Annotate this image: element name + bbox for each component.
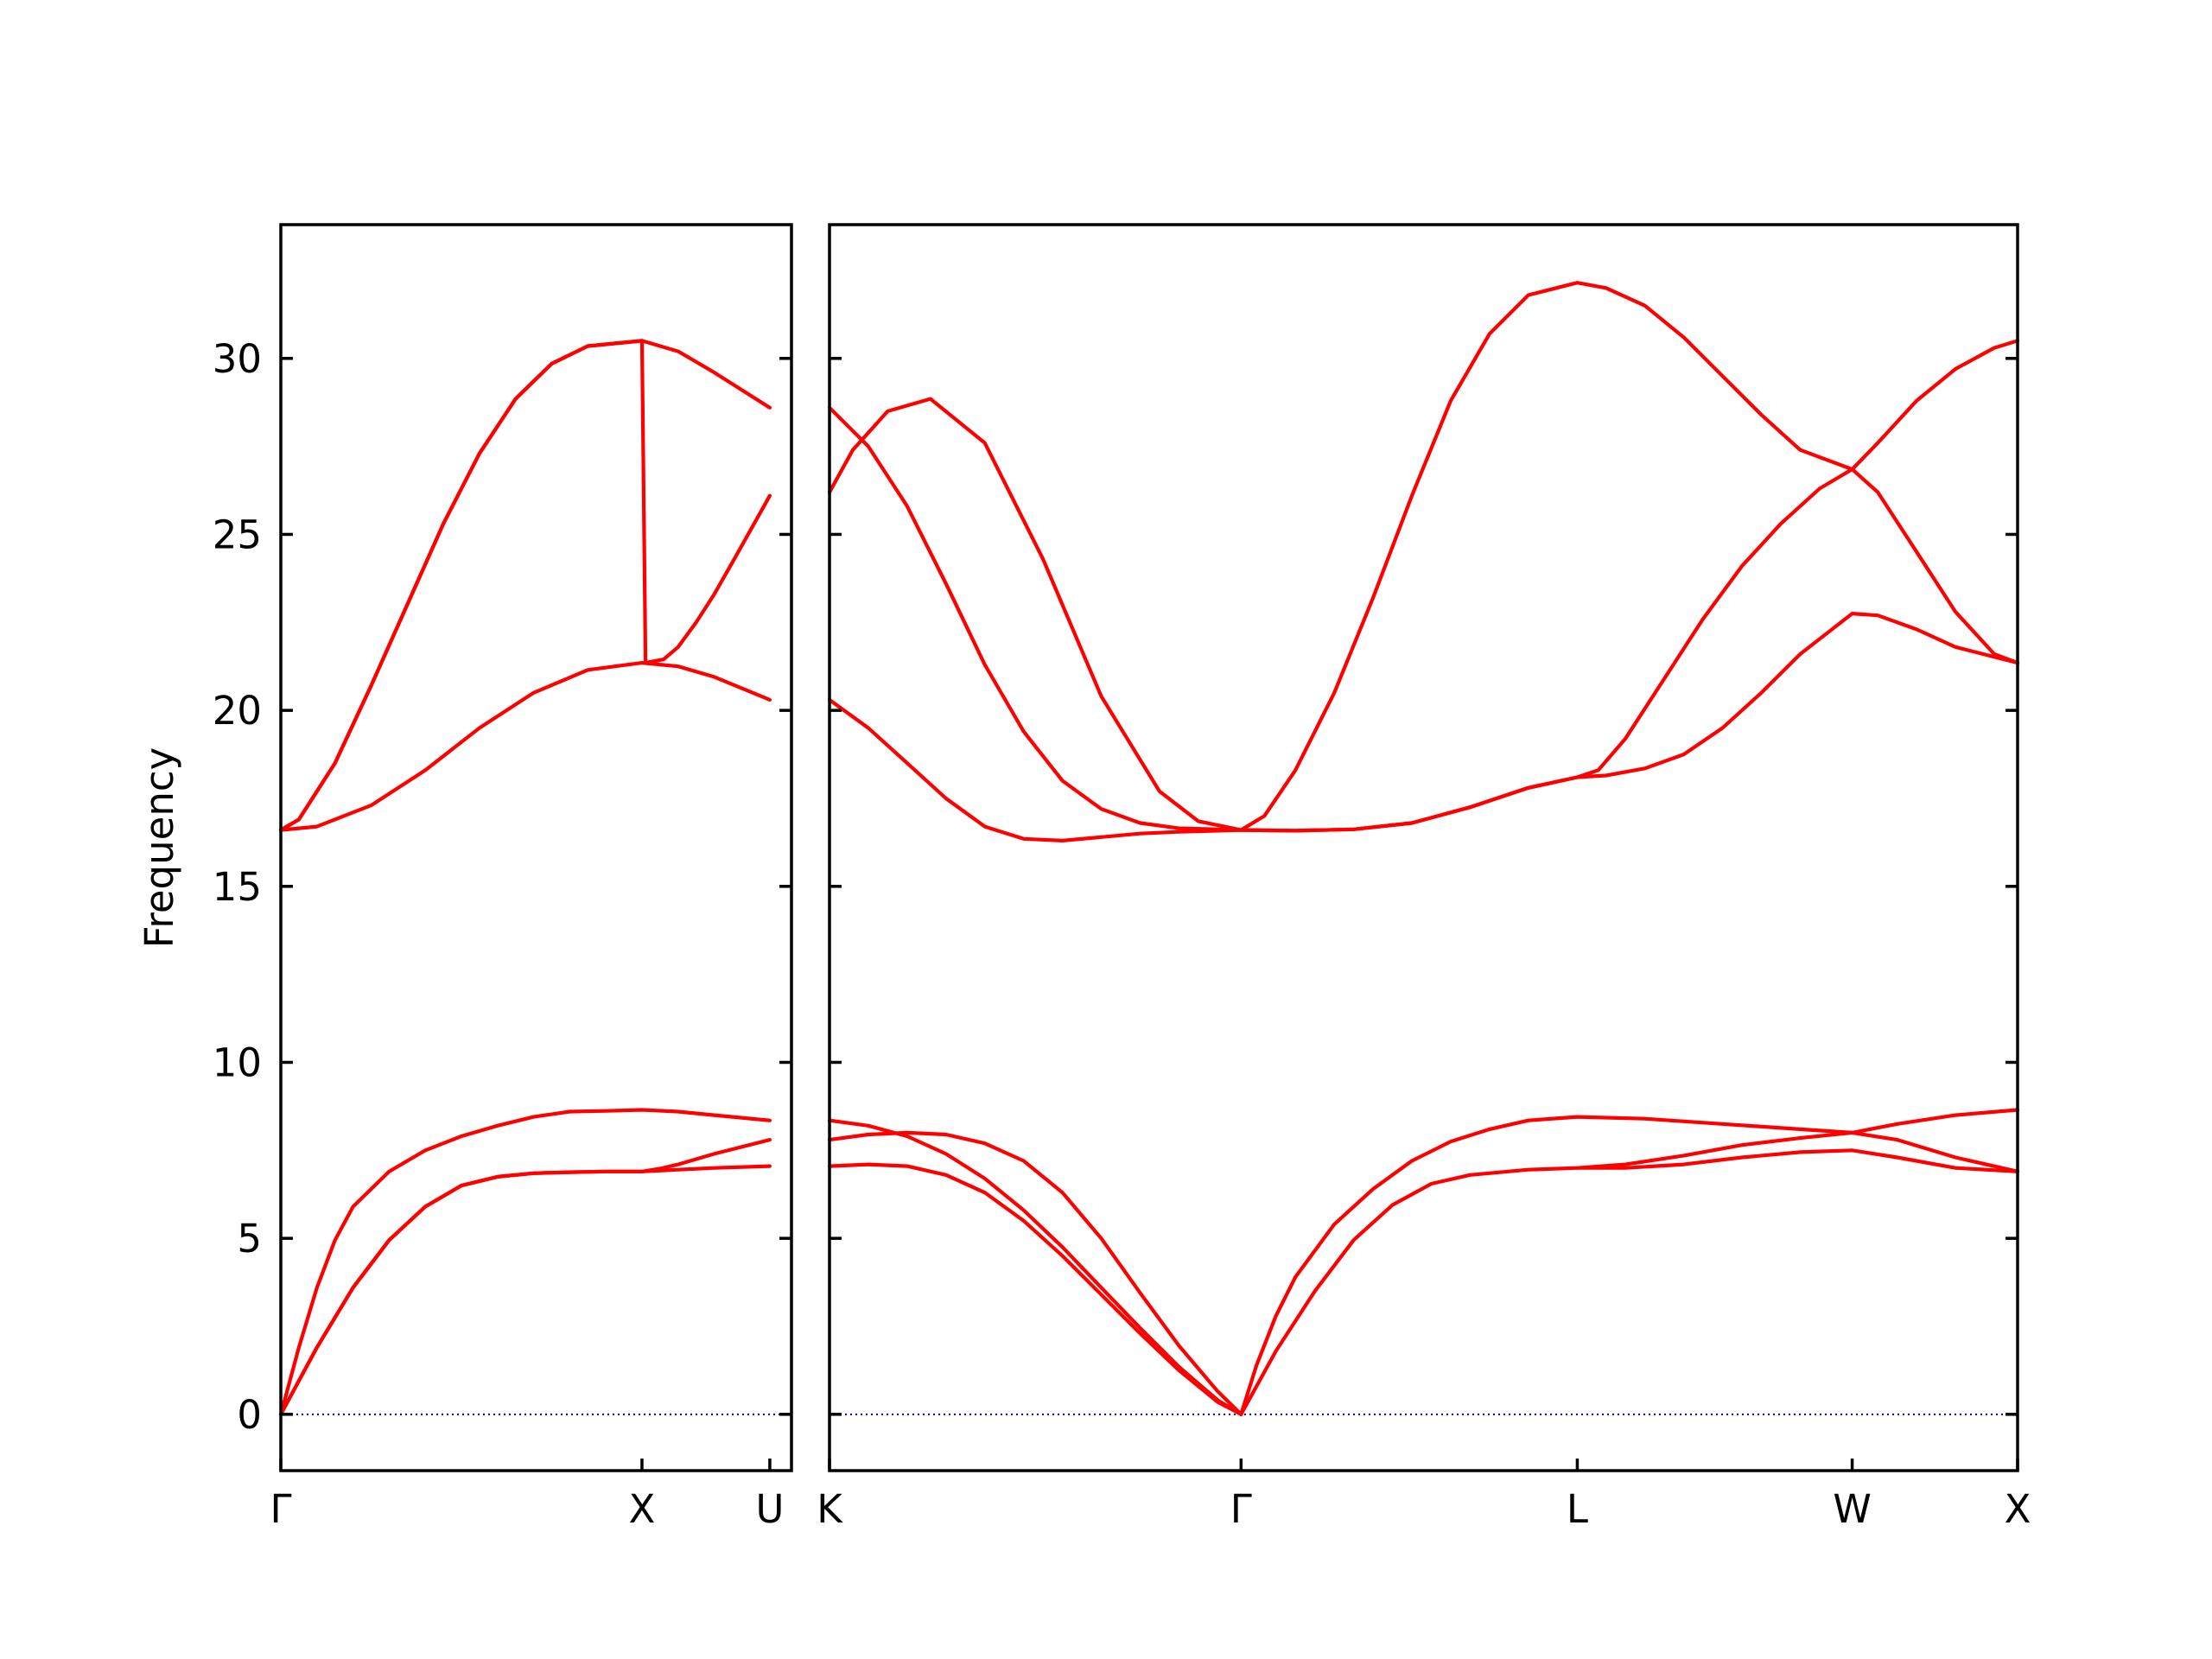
right-xtick-label-5: X (2005, 1486, 2031, 1532)
right-band-12 (1575, 1108, 2020, 1170)
left-axes-frame (279, 223, 793, 1472)
right-axes-frame (828, 223, 2019, 1472)
right-band-8 (827, 1162, 1243, 1416)
right-band-9 (827, 1130, 1243, 1416)
right-xtick-label-2: Γ (1230, 1486, 1252, 1532)
left-band-6 (278, 1138, 772, 1416)
y-axis-label: Frequency (137, 747, 182, 948)
left-xtick-label-2: X (629, 1486, 656, 1532)
ytick-label-25: 25 (213, 512, 262, 557)
ytick-label-20: 20 (213, 688, 262, 734)
left-panel: 0 5 10 15 20 25 30 Γ X U (213, 223, 793, 1532)
right-band-4 (1239, 612, 2020, 833)
ytick-label-5: 5 (237, 1216, 262, 1262)
left-xtick-label-3: U (755, 1486, 784, 1532)
left-band-3 (278, 339, 772, 832)
right-band-5 (1239, 467, 2020, 833)
right-xtick-label-4: W (1833, 1486, 1872, 1532)
ytick-label-0: 0 (237, 1392, 262, 1438)
left-band-1 (278, 661, 772, 832)
right-band-10 (1239, 1148, 2020, 1416)
right-band-6 (1239, 281, 2020, 832)
left-band-5 (278, 1108, 772, 1416)
right-band-11 (1239, 1115, 2020, 1416)
right-xtick-label-3: L (1567, 1486, 1588, 1532)
ytick-label-10: 10 (213, 1039, 262, 1085)
right-band-1 (827, 405, 1243, 832)
ytick-label-30: 30 (213, 336, 262, 382)
left-xtick-label-1: Γ (270, 1486, 291, 1532)
right-band-3 (827, 397, 1243, 832)
left-band-2 (278, 339, 772, 832)
right-xtick-label-1: K (817, 1486, 843, 1532)
ytick-label-15: 15 (213, 864, 262, 910)
right-band-2 (827, 697, 1243, 842)
